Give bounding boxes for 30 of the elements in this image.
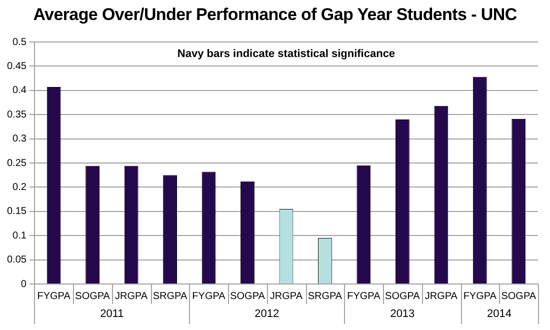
y-tick-label: 0.5 [12,36,27,48]
x-tick-label: SOGPA [501,290,536,302]
text: 2011 [100,308,124,320]
x-tick-label: FYGPA [463,290,497,302]
x-tick-label: SRGPA [152,290,188,302]
y-tick-label: 0 [20,278,27,290]
x-tick-label: FYGPA [37,290,71,302]
x-tick-label: FYGPA [347,290,381,302]
x-tick-label: FYGPA [192,290,226,302]
y-tick-label: 0.15 [6,206,27,218]
x-tick-label: SOGPA [230,290,266,302]
annotation: Navy bars indicate statistical significance [177,48,396,60]
y-tick-label: 0.3 [12,134,27,145]
text: 2013 [390,308,415,320]
text: 2014 [487,308,512,320]
chart-title: Average Over/Under Performance of Gap Year Students - UNC [32,4,518,26]
y-tick-label: 0.45 [6,60,27,72]
y-tick-label: 0.05 [6,254,27,266]
x-tick-label: SOGPA [385,290,420,302]
x-tick-label: JRGPA [270,290,303,302]
text: 2012 [254,308,280,320]
y-tick-label: 0.25 [6,158,27,169]
y-tick-label: 0.1 [12,230,27,242]
y-tick-label: 0.35 [6,109,27,120]
y-tick-label: 0.4 [12,85,27,96]
x-tick-label: JRGPA [424,290,458,302]
x-tick-label: JRGPA [114,290,148,302]
x-tick-label: SRGPA [308,290,342,302]
x-tick-label: SOGPA [75,290,110,302]
y-tick-label: 0.2 [12,182,27,193]
